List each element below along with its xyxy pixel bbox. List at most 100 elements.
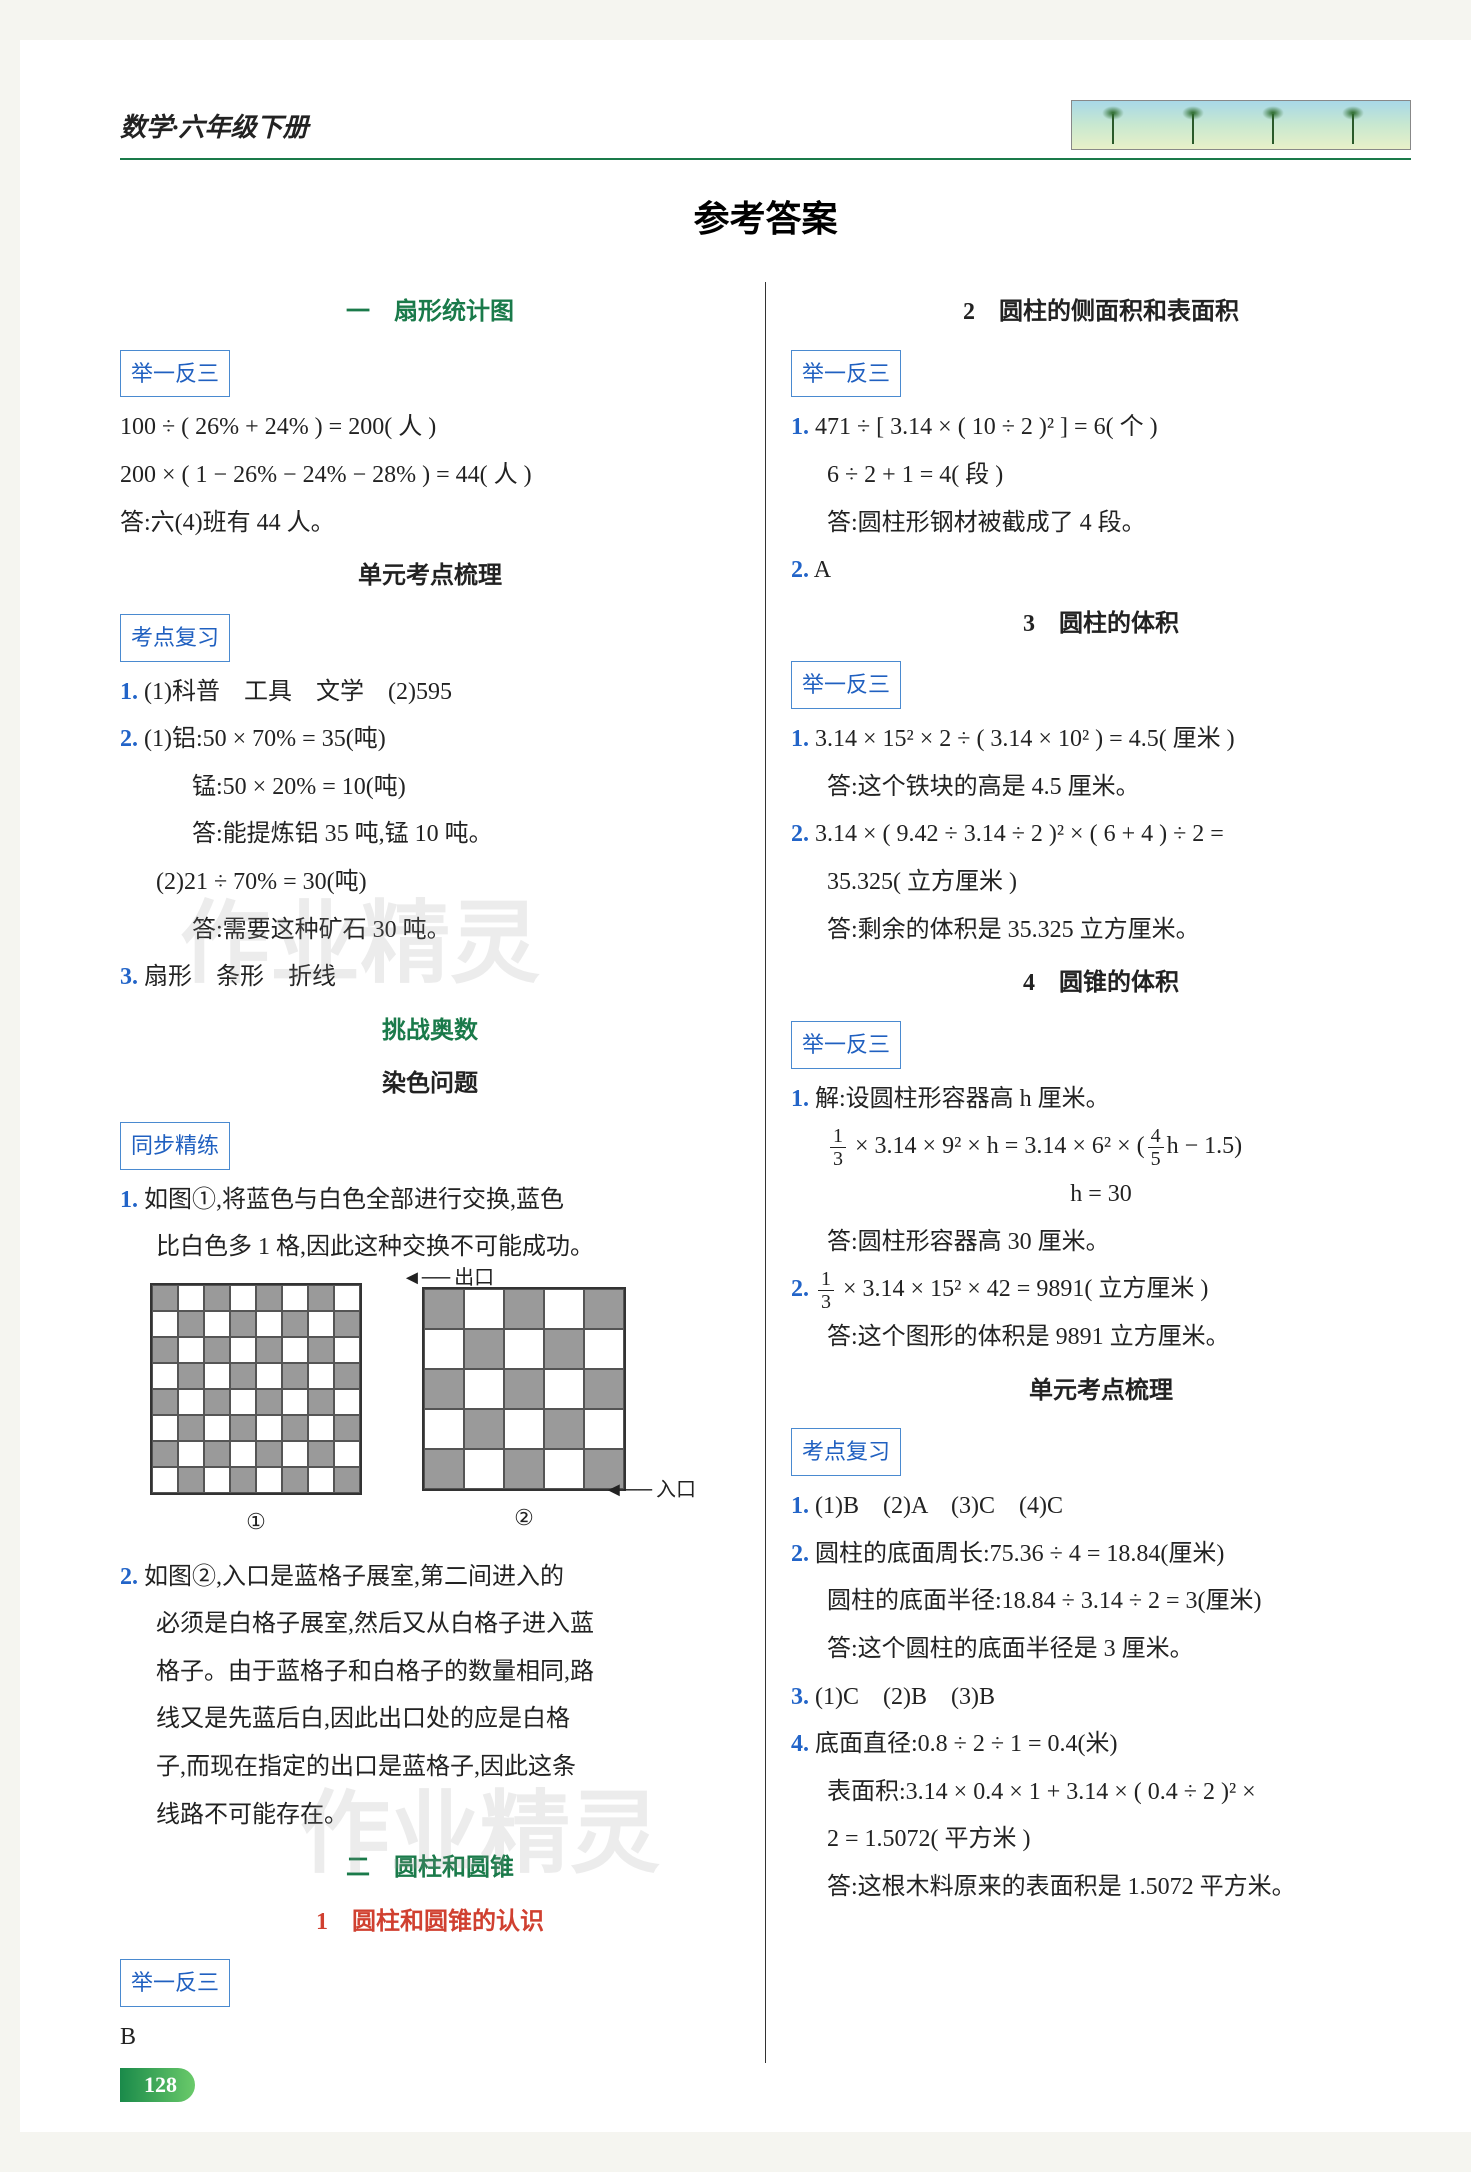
text-line: 3. (1)C (2)B (3)B <box>791 1675 1411 1721</box>
board-cell <box>334 1467 360 1493</box>
board-cell <box>152 1363 178 1389</box>
board-cell <box>282 1415 308 1441</box>
board-cell <box>256 1363 282 1389</box>
board-cell <box>152 1311 178 1337</box>
board-cell <box>152 1389 178 1415</box>
text-line: 答:能提炼铝 35 吨,锰 10 吨。 <box>120 812 740 858</box>
sec-r3: 3 圆柱的体积 <box>791 602 1411 648</box>
page: 数学·六年级下册 参考答案 作业精灵 作业精灵 一 扇形统计图 举一反三 100… <box>20 40 1471 2132</box>
board-cell <box>464 1369 504 1409</box>
board-cell <box>230 1415 256 1441</box>
board-cell <box>334 1415 360 1441</box>
checkerboard-figures: ① ◄── 出口 ◄── 入口 ② <box>150 1283 740 1543</box>
main-title: 参考答案 <box>120 190 1411 242</box>
text-line: 3. 扇形 条形 折线 <box>120 955 740 1001</box>
board-cell <box>204 1337 230 1363</box>
board-cell <box>424 1409 464 1449</box>
text-line: 线又是先蓝后白,因此出口处的应是白格 <box>120 1697 740 1743</box>
text-line: 1. (1)B (2)A (3)C (4)C <box>791 1484 1411 1530</box>
board-cell <box>504 1409 544 1449</box>
text-line: 2. 如图②,入口是蓝格子展室,第二间进入的 <box>120 1555 740 1601</box>
sec-r2: 2 圆柱的侧面积和表面积 <box>791 290 1411 336</box>
r3a: 3.14 × 15² × 2 ÷ ( 3.14 × 10² ) = 4.5( 厘… <box>815 726 1235 752</box>
board-cell <box>178 1467 204 1493</box>
board-cell <box>230 1337 256 1363</box>
board-cell <box>308 1467 334 1493</box>
board-cell <box>256 1389 282 1415</box>
board-cell <box>504 1289 544 1329</box>
text-line: 格子。由于蓝格子和白格子的数量相同,路 <box>120 1650 740 1696</box>
text-line: 2. 圆柱的底面周长:75.36 ÷ 4 = 18.84(厘米) <box>791 1532 1411 1578</box>
unit-subtitle: 单元考点梳理 <box>120 554 740 600</box>
page-number: 128 <box>120 2068 195 2102</box>
tag-tbjl: 同步精练 <box>120 1122 230 1170</box>
board-cell <box>204 1389 230 1415</box>
section-2-title: 二 圆柱和圆锥 <box>120 1846 740 1892</box>
text-line: 表面积:3.14 × 0.4 × 1 + 3.14 × ( 0.4 ÷ 2 )²… <box>791 1770 1411 1816</box>
board-cell <box>544 1409 584 1449</box>
tag-jyfs: 举一反三 <box>791 1021 901 1069</box>
board-cell <box>204 1467 230 1493</box>
tag-jyfs: 举一反三 <box>120 350 230 398</box>
board-cell <box>152 1441 178 1467</box>
text-line: (2)21 ÷ 70% = 30(吨) <box>120 860 740 906</box>
board-cell <box>230 1441 256 1467</box>
header-decoration <box>1071 100 1411 150</box>
board-cell <box>178 1311 204 1337</box>
text-line: 圆柱的底面半径:18.84 ÷ 3.14 ÷ 2 = 3(厘米) <box>791 1579 1411 1625</box>
board-2-label: ② <box>422 1497 626 1539</box>
board-1 <box>150 1283 362 1495</box>
board-cell <box>334 1285 360 1311</box>
fraction-icon: 13 <box>818 1268 834 1313</box>
board-cell <box>230 1467 256 1493</box>
r4e: × 3.14 × 15² × 42 = 9891( 立方厘米 ) <box>837 1276 1208 1302</box>
board-cell <box>464 1329 504 1369</box>
text-line: 4. 底面直径:0.8 ÷ 2 ÷ 1 = 0.4(米) <box>791 1722 1411 1768</box>
subject-title: 数学·六年级下册 <box>120 107 309 144</box>
board-cell <box>256 1311 282 1337</box>
board-1-wrap: ① <box>150 1283 362 1543</box>
text-line: 答:圆柱形钢材被截成了 4 段。 <box>791 501 1411 547</box>
text-line: 1. (1)科普 工具 文学 (2)595 <box>120 670 740 716</box>
tag-jyfs: 举一反三 <box>120 1959 230 2007</box>
r4a: 解:设圆柱形容器高 h 厘米。 <box>815 1086 1110 1112</box>
board-cell <box>282 1363 308 1389</box>
board-cell <box>230 1389 256 1415</box>
tag-kdfx: 考点复习 <box>120 614 230 662</box>
board-cell <box>544 1369 584 1409</box>
board-cell <box>334 1337 360 1363</box>
r4b-pre: × 3.14 × 9² × h = 3.14 × 6² × <box>849 1133 1137 1159</box>
tag-jyfs: 举一反三 <box>791 661 901 709</box>
dye-title: 染色问题 <box>120 1062 740 1108</box>
board-cell <box>204 1311 230 1337</box>
board-cell <box>230 1363 256 1389</box>
board-cell <box>584 1289 624 1329</box>
board-cell <box>282 1441 308 1467</box>
text-line: 35.325( 立方厘米 ) <box>791 860 1411 906</box>
fraction-icon: 45 <box>1148 1125 1164 1170</box>
text-line: 2. A <box>791 548 1411 594</box>
tag-jyfs: 举一反三 <box>791 350 901 398</box>
t2a: 如图②,入口是蓝格子展室,第二间进入的 <box>144 1564 564 1590</box>
left-column: 一 扇形统计图 举一反三 100 ÷ ( 26% + 24% ) = 200( … <box>120 282 766 2063</box>
section-2-sub: 1 圆柱和圆锥的认识 <box>120 1900 740 1946</box>
board-cell <box>152 1467 178 1493</box>
board-cell <box>334 1363 360 1389</box>
sec-r4: 4 圆锥的体积 <box>791 961 1411 1007</box>
entry-label: ◄── 入口 <box>604 1471 696 1509</box>
text-line: 1. 如图①,将蓝色与白色全部进行交换,蓝色 <box>120 1178 740 1224</box>
board-cell <box>308 1389 334 1415</box>
board-cell <box>204 1415 230 1441</box>
board-cell <box>544 1449 584 1489</box>
board-cell <box>308 1441 334 1467</box>
board-cell <box>256 1441 282 1467</box>
board-cell <box>282 1285 308 1311</box>
text-line: 1. 471 ÷ [ 3.14 × ( 10 ÷ 2 )² ] = 6( 个 ) <box>791 405 1411 451</box>
kd3: (1)C (2)B (3)B <box>815 1684 995 1710</box>
text-line: 1. 解:设圆柱形容器高 h 厘米。 <box>791 1077 1411 1123</box>
text-line: B <box>120 2015 740 2061</box>
kd1: (1)B (2)A (3)C (4)C <box>815 1493 1063 1519</box>
r2: A <box>814 557 831 583</box>
board-cell <box>204 1285 230 1311</box>
board-cell <box>178 1363 204 1389</box>
